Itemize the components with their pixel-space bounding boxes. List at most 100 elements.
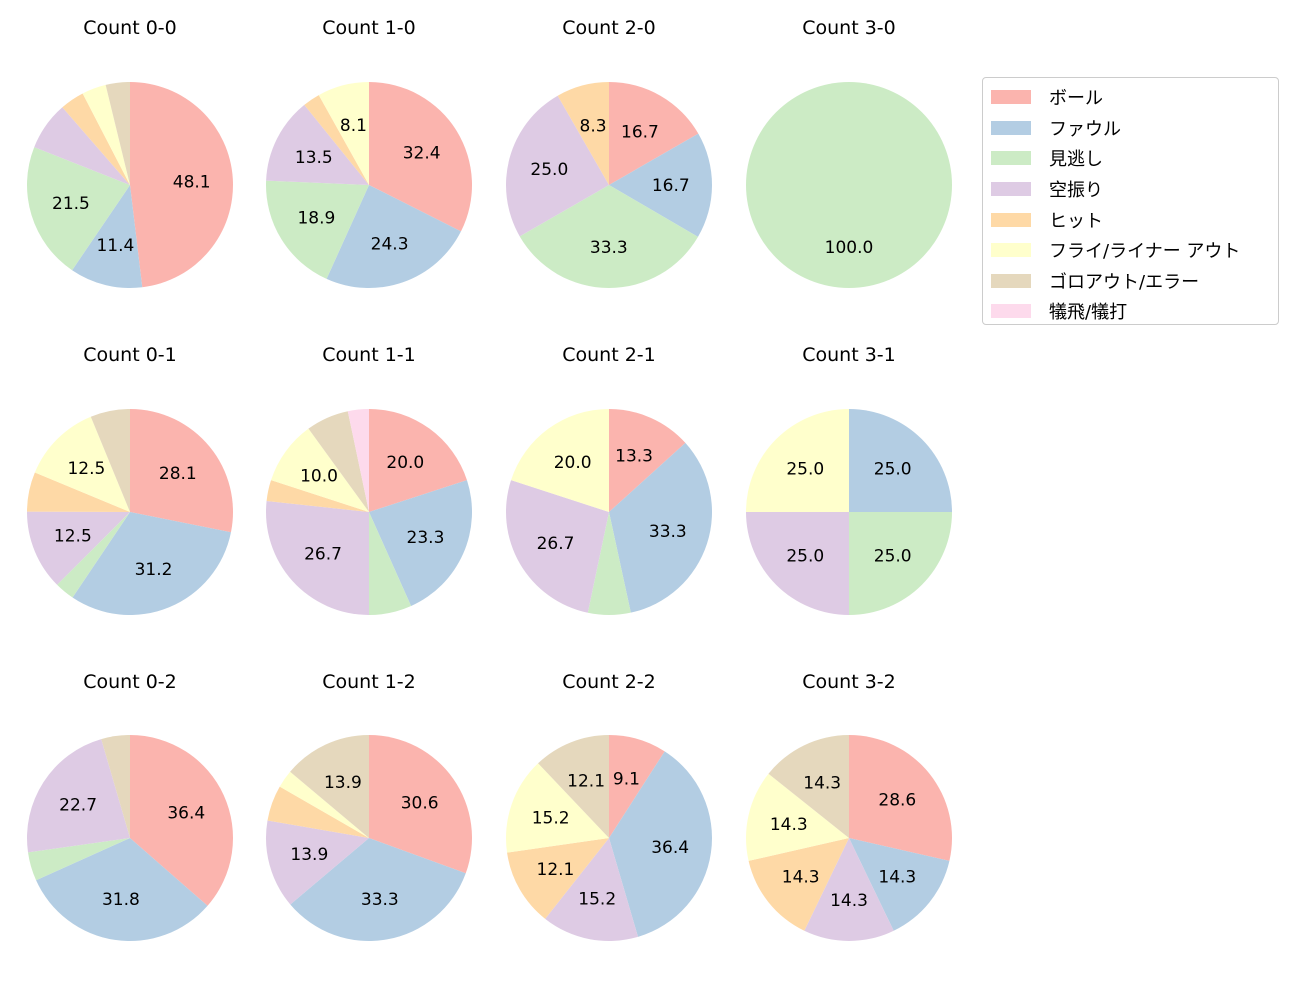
pie-slice	[27, 147, 131, 271]
legend-swatch	[991, 304, 1031, 319]
pie-slice	[557, 82, 609, 185]
pie-slice	[369, 82, 473, 232]
legend-label: ヒット	[1049, 210, 1103, 232]
slice-label: 25.0	[786, 459, 824, 479]
pie-slice	[609, 442, 712, 613]
pie-slice	[369, 480, 472, 607]
slice-label: 14.3	[770, 815, 808, 835]
pie-slice	[519, 185, 698, 288]
slice-label: 8.1	[340, 116, 367, 136]
slice-label: 14.3	[782, 868, 820, 888]
pie-slice	[267, 786, 369, 838]
legend-label: ボール	[1049, 88, 1103, 110]
slice-label: 33.3	[590, 238, 628, 258]
pie-slice	[266, 104, 369, 185]
pie-slice	[609, 735, 665, 838]
legend-swatch	[991, 212, 1031, 227]
slice-label: 33.3	[361, 890, 399, 910]
slice-label: 13.5	[295, 148, 333, 168]
pie-slice	[609, 409, 686, 512]
pie-slice	[609, 82, 699, 185]
pie-slice	[768, 735, 849, 838]
pie-slice	[347, 409, 369, 512]
slice-label: 10.0	[300, 467, 338, 487]
legend-swatch	[991, 273, 1031, 288]
pie-title: Count 1-2	[322, 671, 416, 693]
legend-label: ファウル	[1049, 118, 1121, 140]
pie-slice	[290, 735, 369, 838]
legend-swatch	[991, 182, 1031, 197]
pie-slice	[545, 838, 639, 941]
legend-item: 空振り	[991, 174, 1278, 205]
slice-label: 9.1	[613, 770, 640, 790]
pie-slice	[506, 763, 609, 853]
slice-label: 12.1	[567, 772, 605, 792]
pie-slice	[290, 838, 466, 942]
pie-slice	[369, 409, 467, 512]
pie-title: Count 3-0	[802, 17, 896, 39]
slice-label: 18.9	[297, 208, 335, 228]
slice-label: 24.3	[371, 234, 409, 254]
slice-label: 26.7	[537, 534, 575, 554]
slice-label: 15.2	[532, 809, 570, 829]
pie-title: Count 3-2	[802, 671, 896, 693]
slice-label: 28.6	[878, 790, 916, 810]
slice-label: 13.9	[290, 845, 328, 865]
pie-slice	[849, 735, 952, 861]
slice-label: 25.0	[530, 160, 568, 180]
pie-slice	[90, 409, 130, 512]
pie-slice	[849, 512, 952, 615]
pie-slice	[746, 82, 952, 288]
slice-label: 26.7	[304, 544, 342, 564]
pie-title: Count 2-2	[562, 671, 656, 693]
pie-slice	[304, 95, 369, 185]
pie-slice	[326, 185, 461, 289]
pie-slice	[34, 416, 130, 512]
legend-item: ゴロアウト/エラー	[991, 266, 1278, 297]
pie-slice	[130, 409, 234, 533]
legend-item: 犠飛/犠打	[991, 296, 1278, 327]
slice-label: 21.5	[52, 194, 90, 214]
pie-slice	[265, 501, 369, 615]
pie-slice	[130, 735, 234, 906]
pie-slice	[609, 133, 712, 237]
slice-label: 48.1	[173, 172, 211, 192]
pie-slice	[28, 838, 130, 881]
legend-swatch	[991, 90, 1031, 105]
pie-slice	[266, 820, 369, 905]
legend-item: ファウル	[991, 113, 1278, 144]
pie-slice	[62, 93, 130, 185]
legend-item: フライ/ライナー アウト	[991, 235, 1278, 266]
pie-slice	[308, 411, 369, 512]
pie-slice	[369, 735, 473, 874]
slice-label: 36.4	[167, 803, 205, 823]
pie-title: Count 2-0	[562, 17, 656, 39]
pie-slice	[101, 735, 130, 838]
pie-title: Count 0-0	[83, 17, 177, 39]
pie-slice	[266, 180, 369, 279]
slice-label: 36.4	[651, 838, 689, 858]
pie-slice	[746, 773, 849, 861]
pie-slice	[511, 409, 609, 512]
pie-slice	[82, 84, 130, 185]
pie-title: Count 1-0	[322, 17, 416, 39]
slice-label: 14.3	[830, 891, 868, 911]
pie-slice	[271, 428, 369, 512]
legend-item: ボール	[991, 82, 1278, 113]
legend-swatch	[991, 243, 1031, 258]
pie-slice	[804, 838, 894, 941]
slice-label: 33.3	[649, 522, 687, 542]
slice-label: 15.2	[578, 890, 616, 910]
slice-label: 12.5	[67, 459, 105, 479]
legend-label: 犠飛/犠打	[1049, 302, 1128, 324]
pie-slice	[72, 512, 231, 615]
pie-slice	[36, 838, 208, 942]
slice-label: 22.7	[59, 795, 97, 815]
pie-slice	[27, 472, 130, 512]
legend-item: 見逃し	[991, 143, 1278, 174]
pie-slice	[507, 838, 609, 919]
pie-slice	[587, 512, 631, 616]
pie-slice	[57, 512, 130, 598]
pie-slice	[609, 751, 712, 937]
